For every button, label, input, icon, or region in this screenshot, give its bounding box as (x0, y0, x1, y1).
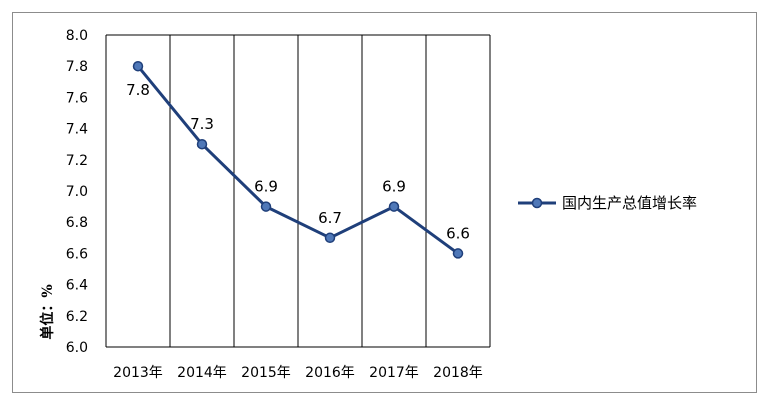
data-label: 7.8 (126, 81, 150, 99)
y-tick-label: 7.0 (66, 184, 88, 200)
chart-frame (12, 12, 757, 393)
legend-series-name: 国内生产总值增长率 (562, 194, 697, 212)
data-label: 6.6 (446, 224, 470, 242)
x-tick-label: 2016年 (305, 365, 355, 381)
data-label: 7.3 (190, 115, 214, 133)
x-tick-label: 2014年 (177, 365, 227, 381)
x-axis-ticks: 2013年 2014年 2015年 2016年 2017年 2018年 (113, 365, 483, 381)
y-tick-label: 8.0 (66, 28, 88, 44)
grid-lines (105, 34, 491, 348)
x-tick-label: 2017年 (369, 365, 419, 381)
y-axis-ticks: 8.0 7.8 7.6 7.4 7.2 7.0 6.8 6.6 6.4 6.2 6.0 (66, 28, 88, 356)
y-tick-label: 6.0 (66, 340, 88, 356)
legend-marker-swatch (531, 197, 543, 209)
y-tick-label: 6.4 (66, 278, 88, 294)
y-tick-label: 7.8 (66, 59, 88, 75)
y-axis-label: 单位：% (39, 284, 56, 339)
data-point (452, 248, 464, 259)
x-tick-label: 2018年 (433, 365, 483, 381)
data-label: 6.9 (254, 178, 278, 196)
data-point (260, 201, 272, 212)
series-line (136, 65, 459, 255)
y-tick-label: 7.2 (66, 153, 88, 169)
legend: 国内生产总值增长率 (518, 194, 697, 212)
y-tick-label: 7.4 (66, 122, 88, 138)
x-tick-label: 2015年 (241, 365, 291, 381)
data-point (388, 201, 400, 212)
y-tick-label: 6.8 (66, 215, 88, 231)
data-point (324, 232, 336, 244)
data-label: 6.9 (382, 178, 406, 196)
data-label: 6.7 (318, 209, 342, 227)
series-markers (132, 60, 464, 259)
y-tick-label: 6.6 (66, 246, 88, 262)
data-point (196, 138, 208, 150)
y-tick-label: 6.2 (66, 309, 88, 325)
data-labels: 7.8 7.3 6.9 6.7 6.9 6.6 (126, 81, 470, 242)
data-point (132, 60, 144, 72)
y-tick-label: 7.6 (66, 90, 88, 106)
x-tick-label: 2013年 (113, 365, 163, 381)
